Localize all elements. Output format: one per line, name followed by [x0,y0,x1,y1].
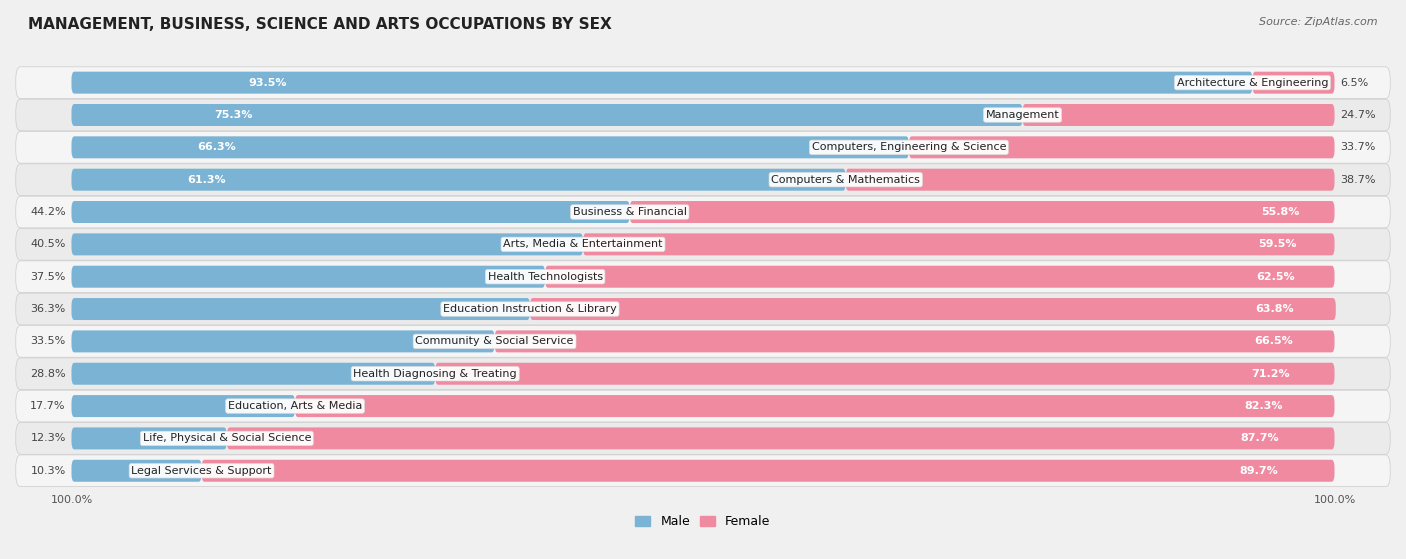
Text: 33.7%: 33.7% [1340,143,1375,153]
Text: 100.0%: 100.0% [1313,495,1355,505]
Text: 36.3%: 36.3% [31,304,66,314]
FancyBboxPatch shape [15,229,1391,260]
Text: 12.3%: 12.3% [31,433,66,443]
Text: 44.2%: 44.2% [30,207,66,217]
FancyBboxPatch shape [546,266,1334,288]
FancyBboxPatch shape [15,325,1391,357]
Text: Arts, Media & Entertainment: Arts, Media & Entertainment [503,239,662,249]
FancyBboxPatch shape [1253,72,1334,94]
Text: MANAGEMENT, BUSINESS, SCIENCE AND ARTS OCCUPATIONS BY SEX: MANAGEMENT, BUSINESS, SCIENCE AND ARTS O… [28,17,612,32]
Text: 24.7%: 24.7% [1340,110,1376,120]
Text: 87.7%: 87.7% [1240,433,1279,443]
FancyBboxPatch shape [72,459,201,482]
Text: 55.8%: 55.8% [1261,207,1299,217]
Text: 63.8%: 63.8% [1256,304,1295,314]
Text: Computers, Engineering & Science: Computers, Engineering & Science [811,143,1007,153]
Text: 28.8%: 28.8% [30,369,66,379]
Text: 66.5%: 66.5% [1254,337,1292,347]
FancyBboxPatch shape [72,330,495,352]
Text: 62.5%: 62.5% [1257,272,1295,282]
FancyBboxPatch shape [15,390,1391,422]
Text: Management: Management [986,110,1060,120]
FancyBboxPatch shape [72,104,1022,126]
Text: 89.7%: 89.7% [1239,466,1278,476]
FancyBboxPatch shape [72,169,846,191]
Text: Architecture & Engineering: Architecture & Engineering [1177,78,1329,88]
Text: 93.5%: 93.5% [249,78,287,88]
FancyBboxPatch shape [15,164,1391,196]
FancyBboxPatch shape [295,395,1334,417]
FancyBboxPatch shape [15,196,1391,228]
FancyBboxPatch shape [72,395,295,417]
Text: 59.5%: 59.5% [1258,239,1296,249]
Text: Education Instruction & Library: Education Instruction & Library [443,304,617,314]
FancyBboxPatch shape [72,233,583,255]
FancyBboxPatch shape [72,72,1253,94]
Text: 6.5%: 6.5% [1340,78,1368,88]
FancyBboxPatch shape [630,201,1334,223]
Text: 82.3%: 82.3% [1244,401,1282,411]
Text: Community & Social Service: Community & Social Service [415,337,574,347]
Text: Legal Services & Support: Legal Services & Support [131,466,271,476]
Text: Health Technologists: Health Technologists [488,272,603,282]
FancyBboxPatch shape [72,428,226,449]
Text: 37.5%: 37.5% [31,272,66,282]
Text: 17.7%: 17.7% [31,401,66,411]
Text: 75.3%: 75.3% [214,110,253,120]
FancyBboxPatch shape [15,358,1391,390]
Text: 100.0%: 100.0% [51,495,93,505]
FancyBboxPatch shape [15,131,1391,163]
Text: Education, Arts & Media: Education, Arts & Media [228,401,363,411]
FancyBboxPatch shape [72,363,436,385]
FancyBboxPatch shape [846,169,1334,191]
FancyBboxPatch shape [15,455,1391,486]
FancyBboxPatch shape [530,298,1336,320]
Text: 33.5%: 33.5% [31,337,66,347]
Text: 38.7%: 38.7% [1340,174,1375,184]
Legend: Male, Female: Male, Female [630,510,776,533]
FancyBboxPatch shape [436,363,1334,385]
Text: Health Diagnosing & Treating: Health Diagnosing & Treating [353,369,517,379]
Text: Business & Financial: Business & Financial [572,207,686,217]
Text: 61.3%: 61.3% [187,174,226,184]
FancyBboxPatch shape [15,293,1391,325]
Text: Life, Physical & Social Science: Life, Physical & Social Science [142,433,311,443]
FancyBboxPatch shape [72,298,530,320]
FancyBboxPatch shape [226,428,1334,449]
FancyBboxPatch shape [908,136,1334,158]
FancyBboxPatch shape [72,266,546,288]
Text: Computers & Mathematics: Computers & Mathematics [772,174,920,184]
FancyBboxPatch shape [15,99,1391,131]
Text: 66.3%: 66.3% [197,143,236,153]
FancyBboxPatch shape [72,201,630,223]
FancyBboxPatch shape [1022,104,1334,126]
FancyBboxPatch shape [495,330,1334,352]
FancyBboxPatch shape [15,261,1391,292]
Text: 40.5%: 40.5% [31,239,66,249]
FancyBboxPatch shape [583,233,1334,255]
FancyBboxPatch shape [201,459,1334,482]
FancyBboxPatch shape [15,423,1391,454]
Text: 10.3%: 10.3% [31,466,66,476]
FancyBboxPatch shape [72,136,908,158]
FancyBboxPatch shape [15,67,1391,98]
Text: Source: ZipAtlas.com: Source: ZipAtlas.com [1260,17,1378,27]
Text: 71.2%: 71.2% [1251,369,1289,379]
